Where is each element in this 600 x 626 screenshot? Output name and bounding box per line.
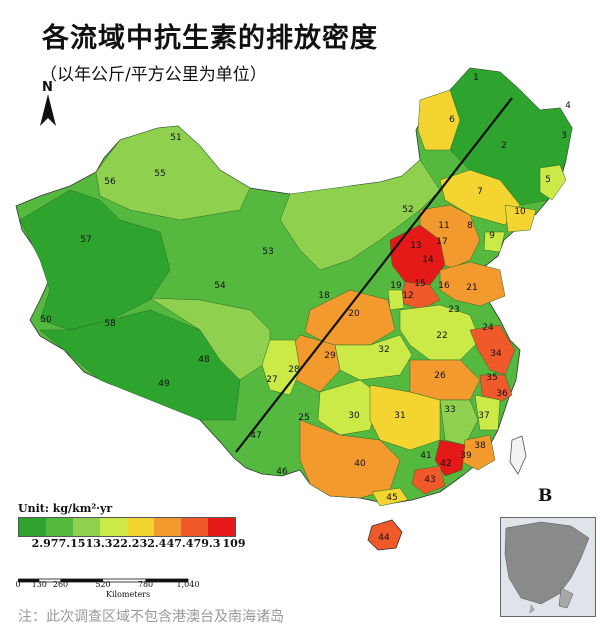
basin-label-27: 27 <box>266 375 277 385</box>
hainan-island <box>367 519 403 551</box>
basin-label-14: 14 <box>422 255 434 265</box>
basin-label-36: 36 <box>496 389 508 399</box>
basin-label-47: 47 <box>250 431 261 441</box>
basin-label-41: 41 <box>420 451 431 461</box>
map-title: 各流域中抗生素的排放密度 <box>42 23 378 54</box>
basin-label-58: 58 <box>104 319 116 329</box>
basin-label-37: 37 <box>478 411 489 421</box>
basin-label-12: 12 <box>402 291 413 301</box>
legend-tick-6: 79.3 <box>193 537 221 550</box>
basin-label-18: 18 <box>318 291 330 301</box>
scale-tick-0: 0 <box>15 580 21 589</box>
basin-label-19: 19 <box>390 281 402 291</box>
north-arrow-icon <box>40 94 56 126</box>
basin-label-55: 55 <box>154 169 165 179</box>
basin-label-53: 53 <box>262 247 273 257</box>
legend-tick-4: 32.4 <box>139 537 167 550</box>
basin-label-42: 42 <box>440 459 451 469</box>
basin-label-54: 54 <box>214 281 226 291</box>
basin-label-9: 9 <box>489 231 495 241</box>
basin-label-32: 32 <box>378 345 389 355</box>
basin-label-2: 2 <box>501 141 507 151</box>
legend-swatch-0 <box>19 518 46 536</box>
basin-label-16: 16 <box>438 281 450 291</box>
basin-label-20: 20 <box>348 309 360 319</box>
scale-bar <box>18 578 189 583</box>
scale-tick-5: 1,040 <box>176 580 200 589</box>
legend-swatch-5 <box>154 518 181 536</box>
basin-label-48: 48 <box>198 355 210 365</box>
basin-label-17: 17 <box>436 237 447 247</box>
basin-label-33: 33 <box>444 405 455 415</box>
basin-label-34: 34 <box>490 349 502 359</box>
basin-label-23: 23 <box>448 305 459 315</box>
basin-label-35: 35 <box>486 373 497 383</box>
legend-tick-1: 7.15 <box>58 537 86 550</box>
basin-label-50: 50 <box>40 315 52 325</box>
basin-label-57: 57 <box>80 235 91 245</box>
basin-label-25: 25 <box>298 413 309 423</box>
north-arrow-label: N <box>42 80 53 95</box>
legend-tick-7: 109 <box>222 537 246 550</box>
legend-swatch-3 <box>100 518 127 536</box>
basin-label-30: 30 <box>348 411 360 421</box>
legend-swatch-7 <box>208 518 235 536</box>
hu-line <box>235 97 513 453</box>
basin-label-5: 5 <box>545 175 551 185</box>
scale-labels: 0 130 260 520 780 1,040 <box>15 580 218 592</box>
legend-swatch-6 <box>181 518 208 536</box>
basin-label-26: 26 <box>434 371 446 381</box>
basin-label-8: 8 <box>467 221 473 231</box>
legend-swatch-4 <box>127 518 154 536</box>
footnote: 注：此次调查区域不包含港澳台及南海诸岛 <box>18 609 284 625</box>
basin-label-3: 3 <box>561 131 567 141</box>
basin-label-7: 7 <box>477 187 483 197</box>
basin-label-6: 6 <box>449 115 455 125</box>
basin-label-31: 31 <box>394 411 405 421</box>
panel-label: B <box>538 486 553 506</box>
legend-tick-5: 47.4 <box>166 537 194 550</box>
basin-label-4: 4 <box>565 101 571 111</box>
basin-label-40: 40 <box>354 459 366 469</box>
basin-label-45: 45 <box>386 493 397 503</box>
basin-label-22: 22 <box>436 331 447 341</box>
legend-tick-3: 22.2 <box>112 537 140 550</box>
scale-tick-3: 520 <box>95 580 111 589</box>
basin-label-1: 1 <box>473 73 479 83</box>
basin-label-43: 43 <box>424 475 435 485</box>
basin-label-24: 24 <box>482 323 494 333</box>
basin-label-52: 52 <box>402 205 413 215</box>
basin-label-13: 13 <box>410 241 421 251</box>
basin-label-56: 56 <box>104 177 116 187</box>
legend-swatch-2 <box>73 518 100 536</box>
basin-label-11: 11 <box>438 221 449 231</box>
basin-label-38: 38 <box>474 441 486 451</box>
legend-ticks: 2.97 7.15 13.3 22.2 32.4 47.4 79.3 109 <box>18 537 258 551</box>
basin-label-29: 29 <box>324 351 336 361</box>
basin-label-28: 28 <box>288 365 300 375</box>
taiwan-island <box>509 435 527 475</box>
scale-tick-2: 260 <box>52 580 69 589</box>
basin-label-21: 21 <box>466 283 477 293</box>
scale-tick-4: 780 <box>137 580 154 589</box>
legend-swatch-1 <box>46 518 73 536</box>
scale-tick-1: 130 <box>31 580 47 589</box>
basin-label-39: 39 <box>460 451 472 461</box>
basin-label-15: 15 <box>414 279 425 289</box>
basin-label-44: 44 <box>378 533 390 543</box>
legend-title: Unit: kg/km²·yr <box>18 502 113 515</box>
basin-label-10: 10 <box>514 207 526 217</box>
legend-color-bar <box>18 517 236 537</box>
basin-label-49: 49 <box>158 379 170 389</box>
map-subtitle: （以年公斤/平方公里为单位） <box>40 65 267 85</box>
scale-unit: Kilometers <box>106 590 151 599</box>
legend-tick-0: 2.97 <box>31 537 59 550</box>
basin-label-46: 46 <box>276 467 288 477</box>
inset-map <box>500 517 596 617</box>
legend-tick-2: 13.3 <box>85 537 113 550</box>
basin-label-51: 51 <box>170 133 181 143</box>
